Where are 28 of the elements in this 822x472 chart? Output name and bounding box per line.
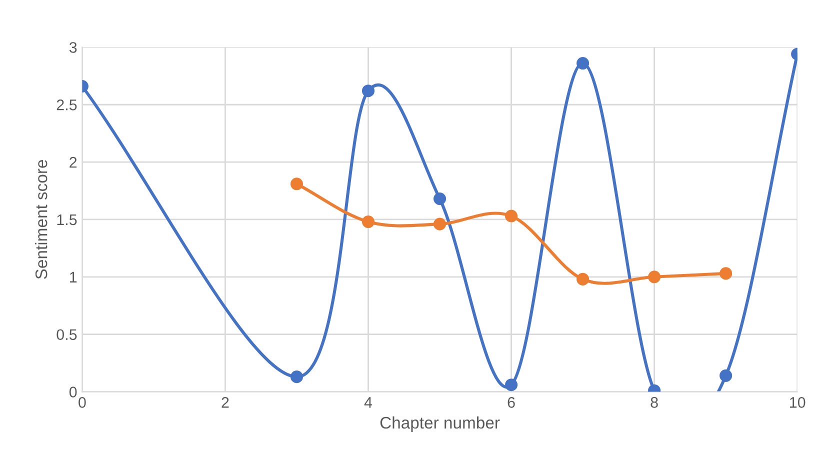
point <box>576 57 590 70</box>
point <box>648 270 661 284</box>
x-tick-label: 0 <box>78 397 86 408</box>
y-tick-label: 2.5 <box>56 99 77 110</box>
x-tick-label: 10 <box>790 397 806 408</box>
point <box>720 267 732 280</box>
x-tick-label: 6 <box>508 397 515 408</box>
point <box>720 369 732 382</box>
y-tick-label: 1.5 <box>57 214 77 226</box>
x-tick-label: 4 <box>364 397 372 408</box>
point <box>576 272 590 286</box>
point <box>290 370 304 384</box>
point <box>433 218 446 230</box>
point <box>505 378 518 392</box>
y-tick-label: 1 <box>70 272 77 282</box>
point <box>362 84 375 98</box>
y-tick-label: 0 <box>69 386 77 398</box>
x-tick-label: 2 <box>222 397 229 408</box>
point <box>290 178 304 190</box>
x-axis-title: Chapter number <box>380 416 500 432</box>
x-tick-label: 8 <box>650 397 658 408</box>
y-tick-label: 0.5 <box>56 329 77 340</box>
y-tick-label: 3 <box>69 42 77 53</box>
point <box>362 216 375 228</box>
point <box>433 192 446 206</box>
y-axis-title: Sentiment score <box>35 160 48 279</box>
y-tick-label: 2 <box>70 156 77 168</box>
point <box>505 210 518 222</box>
